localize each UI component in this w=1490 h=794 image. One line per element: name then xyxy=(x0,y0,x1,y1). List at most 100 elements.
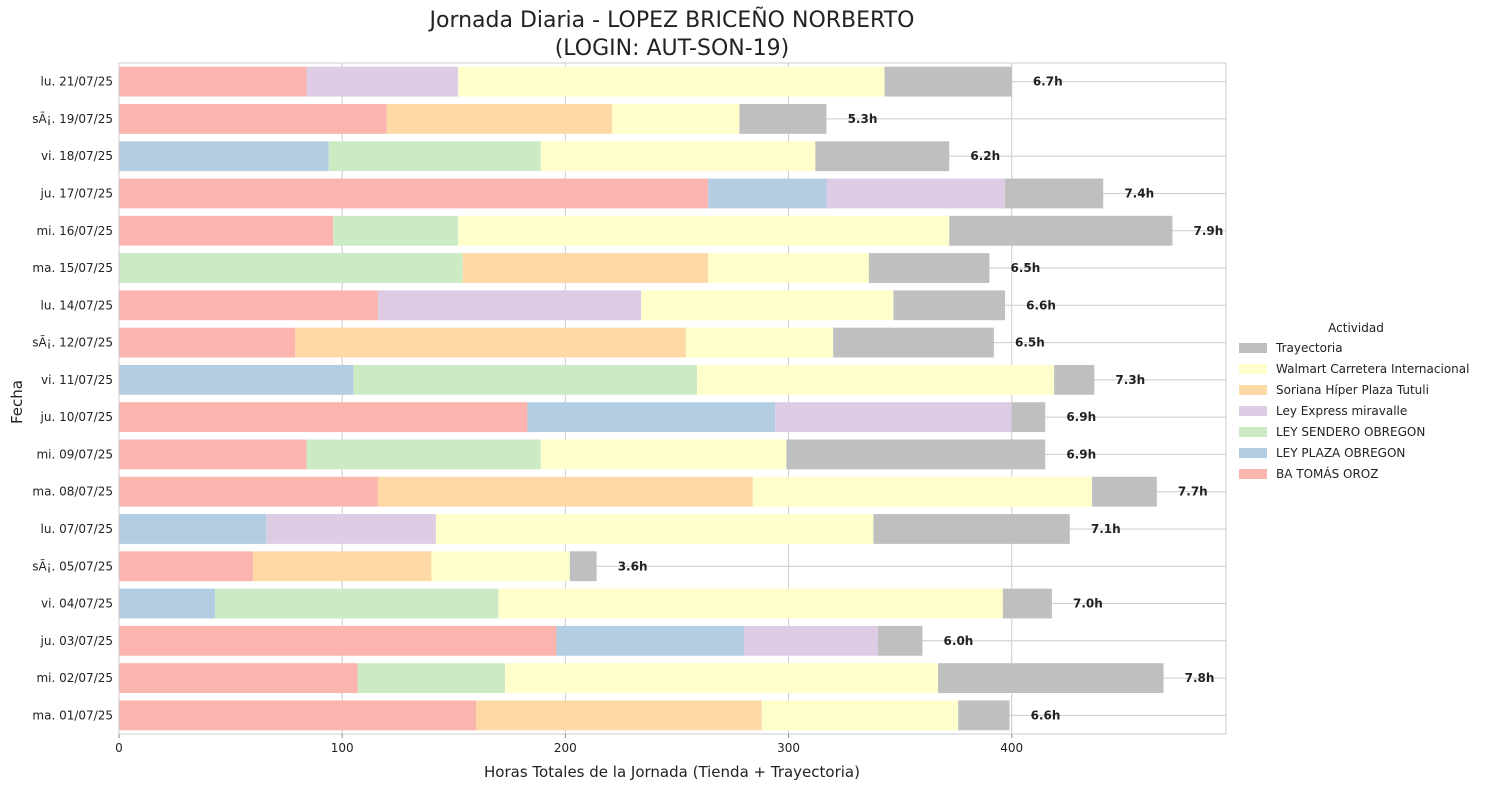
x-axis-label: Horas Totales de la Jornada (Tienda + Tr… xyxy=(484,763,860,781)
plot-frame xyxy=(118,62,1227,735)
bar-segment-ba-tomas-oroz xyxy=(119,476,378,507)
bar-segment-ley-plaza-obregon xyxy=(556,625,744,656)
legend-title: Actividad xyxy=(1328,321,1384,335)
total-hours-label: 7.9h xyxy=(1194,224,1224,238)
y-tick-label: sÃ¡. 19/07/25 xyxy=(32,111,113,126)
bar-segment-ley-sendero-obregon xyxy=(353,364,698,395)
total-hours-label: 7.7h xyxy=(1178,485,1208,499)
bar-segment-walmart-carretera-internacional xyxy=(540,439,787,470)
bar-segment-walmart-carretera-internacional xyxy=(431,551,570,582)
bar-segment-walmart-carretera-internacional xyxy=(540,141,816,172)
legend-swatch xyxy=(1239,364,1267,374)
bar-segment-ley-sendero-obregon xyxy=(333,215,459,246)
bar-segment-trayectoria xyxy=(569,551,597,582)
y-tick-label: ma. 15/07/25 xyxy=(32,261,113,275)
y-tick-label: ju. 03/07/25 xyxy=(40,634,113,648)
legend-swatch xyxy=(1239,448,1267,458)
x-tick-label: 200 xyxy=(554,741,577,755)
bar-segment-ba-tomas-oroz xyxy=(119,439,307,470)
y-tick-label: lu. 21/07/25 xyxy=(41,75,113,89)
bar-segment-trayectoria xyxy=(1011,402,1046,433)
bar-segment-ba-tomas-oroz xyxy=(119,178,709,209)
bar-segment-ba-tomas-oroz xyxy=(119,700,477,731)
bar-segment-ley-express-miravalle xyxy=(306,66,459,97)
total-hours-label: 7.4h xyxy=(1124,186,1154,200)
legend-entry-label: Trayectoria xyxy=(1275,341,1343,355)
bar-segment-walmart-carretera-internacional xyxy=(685,327,834,358)
bar-segment-walmart-carretera-internacional xyxy=(752,476,1093,507)
bar-segment-ba-tomas-oroz xyxy=(119,215,334,246)
bar-segment-trayectoria xyxy=(815,141,950,172)
legend-entry-label: Soriana Híper Plaza Tutuli xyxy=(1276,383,1429,397)
y-tick-label: mi. 09/07/25 xyxy=(36,447,113,461)
y-tick-label: lu. 07/07/25 xyxy=(41,522,113,536)
bar-segment-ley-plaza-obregon xyxy=(119,588,215,619)
bar-segment-ley-express-miravalle xyxy=(266,514,436,544)
legend-entry-label: LEY SENDERO OBREGON xyxy=(1276,425,1425,439)
bars-layer xyxy=(119,66,1173,731)
total-hours-label: 7.1h xyxy=(1091,522,1121,536)
bar-segment-trayectoria xyxy=(1092,476,1157,507)
bar-segment-trayectoria xyxy=(833,327,994,358)
bar-segment-ley-express-miravalle xyxy=(775,402,1012,433)
legend-swatch xyxy=(1239,469,1267,479)
bar-segment-ba-tomas-oroz xyxy=(119,402,528,433)
legend-swatch xyxy=(1239,385,1267,395)
bar-segment-walmart-carretera-internacional xyxy=(498,588,1003,619)
legend-entry-label: Walmart Carretera Internacional xyxy=(1276,362,1469,376)
bar-segment-trayectoria xyxy=(1005,178,1104,209)
bar-segment-ba-tomas-oroz xyxy=(119,327,296,358)
total-hours-label: 6.5h xyxy=(1011,261,1041,275)
bar-segment-soriana-hiper-plaza-tutuli xyxy=(386,104,613,134)
bar-segment-walmart-carretera-internacional xyxy=(612,104,740,134)
bar-segment-trayectoria xyxy=(884,66,1012,97)
total-hours-label: 6.7h xyxy=(1033,75,1063,89)
bar-segment-soriana-hiper-plaza-tutuli xyxy=(476,700,762,731)
bar-segment-trayectoria xyxy=(893,290,1006,321)
bar-segment-trayectoria xyxy=(938,663,1164,693)
legend-swatch xyxy=(1239,427,1267,437)
y-axis-ticks: ma. 01/07/25 mi. 02/07/25 ju. 03/07/25 vi. … xyxy=(32,75,113,723)
bar-segment-trayectoria xyxy=(877,625,923,656)
bar-segment-ley-plaza-obregon xyxy=(119,141,329,172)
bar-segment-walmart-carretera-internacional xyxy=(458,215,950,246)
bar-segment-ba-tomas-oroz xyxy=(119,66,307,97)
y-tick-label: sÃ¡. 05/07/25 xyxy=(32,558,113,573)
total-hours-label: 6.6h xyxy=(1026,298,1056,312)
bar-segment-ba-tomas-oroz xyxy=(119,663,358,693)
total-hours-label: 6.0h xyxy=(944,634,974,648)
bar-segment-trayectoria xyxy=(868,253,990,283)
bar-segment-soriana-hiper-plaza-tutuli xyxy=(377,476,753,507)
bar-segment-ley-sendero-obregon xyxy=(214,588,499,619)
bar-segment-walmart-carretera-internacional xyxy=(761,700,959,731)
legend-swatch xyxy=(1239,406,1267,416)
legend-entry-label: LEY PLAZA OBREGON xyxy=(1276,446,1405,460)
y-tick-label: ju. 10/07/25 xyxy=(40,410,113,424)
bar-segment-ba-tomas-oroz xyxy=(119,104,387,134)
total-hours-label: 7.0h xyxy=(1073,597,1103,611)
y-tick-label: vi. 11/07/25 xyxy=(41,373,113,387)
bar-segment-ley-plaza-obregon xyxy=(527,402,776,433)
total-hours-label: 6.5h xyxy=(1015,336,1045,350)
bar-segment-soriana-hiper-plaza-tutuli xyxy=(462,253,709,283)
bar-segment-ley-sendero-obregon xyxy=(306,439,541,470)
total-hours-label: 7.3h xyxy=(1115,373,1145,387)
bar-segment-trayectoria xyxy=(873,514,1070,544)
bar-segment-walmart-carretera-internacional xyxy=(505,663,939,693)
bar-segment-walmart-carretera-internacional xyxy=(641,290,894,321)
y-tick-label: lu. 14/07/25 xyxy=(41,298,113,312)
y-tick-label: vi. 18/07/25 xyxy=(41,149,113,163)
bar-segment-ba-tomas-oroz xyxy=(119,290,378,321)
bar-segment-ley-plaza-obregon xyxy=(119,364,354,395)
labels-layer: 6.6h 7.8h 6.0h 7.0h 3.6h 7.1h 7.7h 6.9h 6.9h 7.3h… xyxy=(618,75,1224,723)
x-tick-label: 0 xyxy=(115,741,123,755)
bar-segment-ba-tomas-oroz xyxy=(119,625,557,656)
legend-entry-label: Ley Express miravalle xyxy=(1276,404,1407,418)
x-tick-label: 100 xyxy=(331,741,354,755)
y-tick-label: vi. 04/07/25 xyxy=(41,597,113,611)
bar-segment-ley-sendero-obregon xyxy=(328,141,541,172)
y-tick-label: ma. 01/07/25 xyxy=(32,708,113,722)
bar-segment-trayectoria xyxy=(949,215,1173,246)
